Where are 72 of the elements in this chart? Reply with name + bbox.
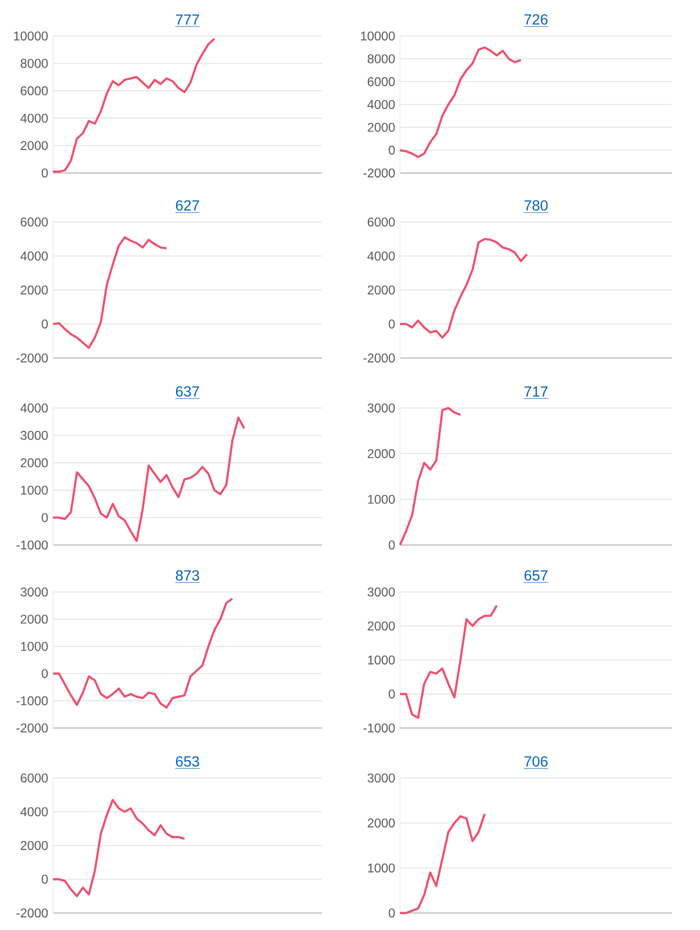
chart-title: 627 [176, 200, 199, 211]
y-tick-label: 2000 [20, 141, 48, 150]
y-tick-label: 0 [388, 908, 395, 918]
y-tick-label: 2000 [20, 458, 48, 468]
y-tick-label: 0 [388, 690, 395, 698]
y-tick-label: 1000 [21, 642, 48, 651]
chart-title: 657 [524, 570, 548, 581]
chart-title: 873 [176, 570, 200, 581]
chart-title: 780 [524, 200, 548, 211]
y-tick-label: 6000 [20, 218, 48, 226]
chart-title: 726 [524, 14, 548, 25]
y-tick-label: 1000 [21, 486, 48, 495]
y-tick-label: -1000 [363, 724, 395, 732]
y-tick-label: 0 [388, 320, 395, 328]
y-tick-label: 3000 [368, 588, 395, 596]
y-tick-label: 4000 [20, 252, 48, 260]
y-tick-label: 0 [42, 320, 48, 328]
y-tick-label: 6000 [368, 77, 395, 86]
y-tick-label: 6000 [368, 218, 395, 226]
y-tick-label: 0 [42, 874, 48, 884]
chart-title: 717 [524, 386, 548, 397]
chart-title: 706 [524, 756, 548, 767]
y-tick-label: 10000 [14, 32, 48, 40]
line-series [52, 38, 216, 173]
y-tick-label: 4000 [20, 807, 48, 816]
y-tick-label: 10000 [361, 32, 395, 40]
line-series [398, 604, 498, 719]
y-tick-label: -1000 [16, 540, 48, 550]
y-tick-label: 2000 [20, 614, 48, 624]
y-tick-label: 1000 [368, 864, 395, 872]
y-tick-label: 1000 [368, 656, 395, 664]
y-tick-label: 4000 [20, 114, 48, 123]
line-series [398, 406, 462, 546]
line-series [398, 812, 486, 914]
y-tick-label: 4000 [367, 100, 395, 109]
y-tick-label: 4000 [367, 252, 395, 260]
y-tick-label: 0 [388, 146, 395, 155]
y-tick-label: 4000 [20, 404, 48, 412]
y-tick-label: 8000 [368, 54, 395, 64]
line-series [52, 798, 186, 898]
y-tick-label: 2000 [368, 286, 395, 294]
line-series [398, 238, 528, 339]
y-tick-label: -2000 [363, 354, 395, 362]
line-series [52, 416, 246, 542]
line-series [52, 236, 168, 349]
y-tick-label: 3000 [368, 774, 395, 782]
y-tick-label: -2000 [16, 724, 48, 732]
y-tick-label: -2000 [363, 168, 395, 178]
chart-title: 637 [176, 386, 199, 397]
y-tick-label: 3000 [20, 430, 48, 440]
chart-title: 653 [176, 756, 200, 767]
y-tick-label: 2000 [368, 122, 395, 132]
y-tick-label: 0 [42, 669, 48, 678]
y-tick-label: 3000 [20, 588, 48, 596]
y-tick-label: 6000 [20, 774, 48, 782]
chart-title: 777 [176, 14, 199, 25]
y-tick-label: -2000 [16, 908, 48, 918]
y-tick-label: 2000 [20, 841, 48, 850]
y-tick-label: 2000 [368, 449, 395, 458]
y-tick-label: 3000 [368, 404, 395, 412]
y-tick-label: 0 [388, 540, 395, 550]
y-tick-label: 2000 [368, 818, 395, 828]
y-tick-label: -2000 [16, 354, 48, 362]
line-series [398, 46, 522, 158]
y-tick-label: -1000 [16, 696, 48, 706]
y-tick-label: 6000 [20, 86, 48, 96]
y-tick-label: 0 [42, 513, 48, 522]
y-tick-label: 8000 [20, 58, 48, 68]
y-tick-label: 1000 [368, 494, 395, 504]
y-tick-label: 2000 [368, 622, 395, 630]
y-tick-label: 2000 [20, 286, 48, 294]
y-tick-label: 0 [42, 168, 48, 178]
